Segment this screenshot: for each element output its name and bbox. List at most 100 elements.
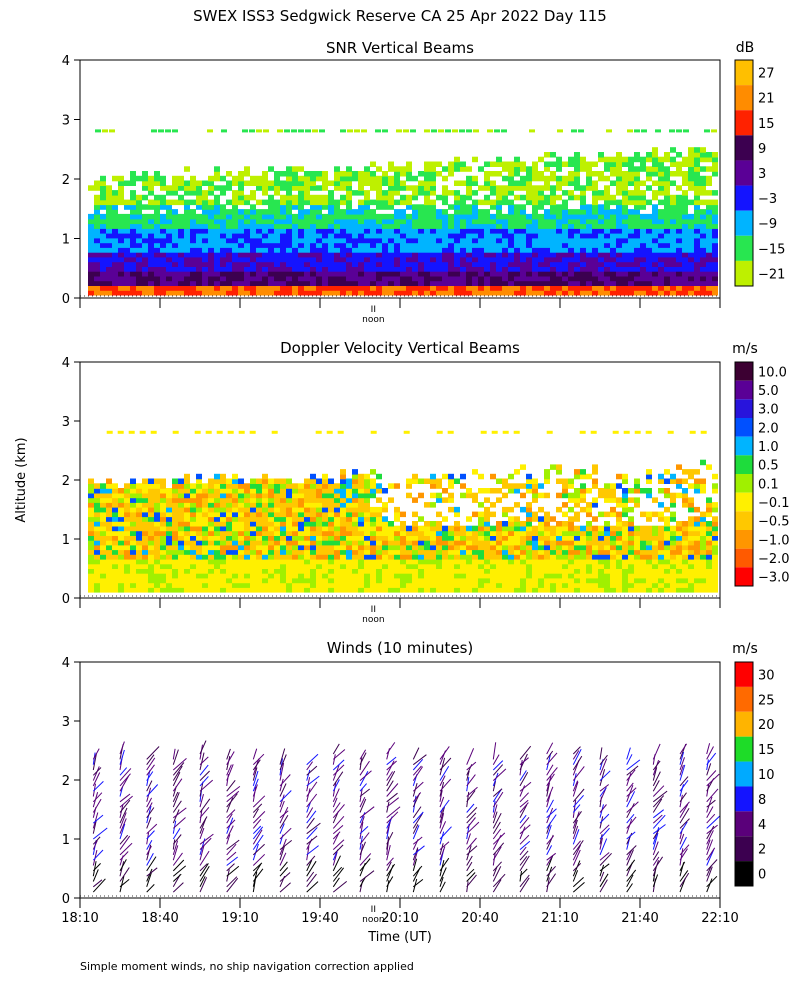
snr-cell: [544, 290, 550, 296]
doppler-cell: [214, 582, 220, 588]
doppler-cell: [178, 563, 184, 569]
doppler-cell: [220, 497, 226, 503]
doppler-cell: [442, 549, 448, 555]
doppler-cell: [88, 572, 94, 579]
snr-cell: [502, 175, 508, 182]
snr-cell: [238, 185, 244, 191]
doppler-cell: [268, 577, 274, 584]
snr-cell: [538, 213, 544, 220]
snr-cell: [100, 175, 106, 182]
doppler-cell: [628, 544, 634, 551]
doppler-cell: [412, 563, 418, 569]
snr-cell: [478, 266, 484, 272]
snr-cell: [274, 190, 280, 196]
doppler-cell: [334, 492, 340, 499]
snr-cell: [712, 290, 718, 296]
doppler-cell: [286, 544, 292, 551]
snr-cell: [658, 161, 664, 167]
snr-cell: [520, 271, 526, 277]
doppler-cell: [117, 430, 124, 434]
snr-cell: [544, 256, 550, 263]
doppler-cell: [106, 511, 112, 518]
doppler-cell: [442, 473, 448, 480]
snr-cell: [382, 218, 388, 225]
snr-cell: [388, 251, 394, 258]
doppler-cell: [634, 554, 640, 560]
doppler-cell: [634, 525, 640, 532]
snr-cell: [256, 247, 262, 253]
doppler-cell: [418, 530, 424, 536]
snr-cell: [646, 266, 652, 272]
snr-cell: [622, 213, 628, 220]
snr-cell: [436, 275, 442, 282]
snr-cell: [220, 223, 226, 229]
doppler-cell: [340, 478, 346, 484]
snr-cell: [550, 266, 556, 272]
snr-cell: [478, 209, 484, 215]
doppler-cell: [562, 521, 568, 527]
doppler-cell: [418, 549, 424, 555]
snr-cell: [472, 251, 478, 258]
snr-cell: [448, 218, 454, 225]
doppler-cell: [358, 502, 364, 508]
snr-cell: [250, 290, 256, 296]
snr-cell: [556, 209, 562, 215]
doppler-cell: [538, 577, 544, 584]
doppler-cell: [298, 572, 304, 579]
snr-cell: [676, 223, 682, 229]
doppler-cell: [358, 506, 364, 513]
snr-cell: [640, 190, 646, 196]
snr-cell: [460, 275, 466, 282]
doppler-cell: [652, 544, 658, 551]
snr-cell: [610, 199, 616, 206]
doppler-cell: [532, 539, 538, 546]
doppler-cell: [496, 549, 502, 555]
snr-cell: [340, 285, 346, 291]
doppler-cell: [622, 492, 628, 499]
snr-cell: [328, 256, 334, 263]
snr-cell: [304, 290, 310, 296]
snr-cell: [472, 285, 478, 291]
snr-cell: [274, 180, 280, 186]
doppler-cell: [274, 568, 280, 574]
snr-cell: [190, 275, 196, 282]
doppler-cell: [538, 535, 544, 541]
doppler-cell: [682, 492, 688, 499]
snr-cell: [298, 242, 304, 248]
doppler-cell: [112, 502, 118, 508]
doppler-cell: [94, 539, 100, 546]
doppler-cell: [358, 568, 364, 574]
doppler-cell: [604, 530, 610, 536]
snr-cell: [184, 190, 190, 196]
snr-cell: [268, 204, 274, 210]
snr-cell: [562, 237, 568, 244]
doppler-cell: [322, 544, 328, 551]
snr-cell: [634, 213, 640, 220]
doppler-cell: [112, 558, 118, 565]
doppler-cell: [484, 488, 490, 494]
doppler-cell: [394, 525, 400, 532]
snr-cell: [676, 285, 682, 291]
snr-cell: [148, 185, 154, 191]
doppler-cell: [184, 488, 190, 494]
doppler-cell: [118, 563, 124, 569]
snr-cell: [700, 223, 706, 229]
snr-cell: [364, 199, 370, 206]
doppler-cell: [424, 558, 430, 565]
doppler-cell: [532, 497, 538, 503]
snr-cell: [412, 209, 418, 215]
doppler-cell: [532, 563, 538, 569]
doppler-cell: [142, 502, 148, 508]
doppler-cell: [694, 483, 700, 489]
doppler-cell: [148, 558, 154, 565]
doppler-cell: [250, 506, 256, 513]
doppler-cell: [227, 430, 234, 434]
snr-cell: [142, 280, 148, 286]
doppler-cell: [562, 587, 568, 593]
doppler-cell: [616, 577, 622, 584]
snr-cell: [310, 185, 316, 191]
snr-cell: [604, 194, 610, 201]
colorbar-swatch: [735, 135, 753, 161]
snr-cell: [562, 180, 568, 186]
snr-cell: [280, 218, 286, 225]
